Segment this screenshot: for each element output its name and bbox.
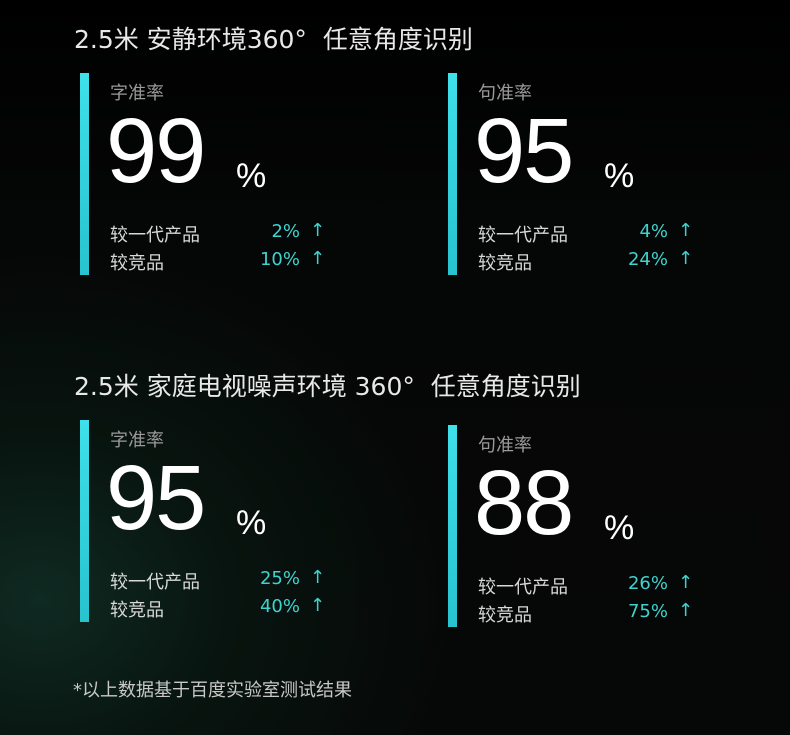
metric-label: 字准率 (110, 83, 164, 104)
comparison-value: 40% (259, 596, 300, 617)
metric-card: 句准率 95 % 较一代产品 4% ↑ 较竞品 24% ↑ (448, 73, 748, 275)
comparison-row: 较一代产品 4% ↑ (478, 220, 693, 247)
metric-value: 88 (474, 452, 574, 554)
comparison-label: 较竞品 (478, 253, 532, 274)
comparison-label: 较一代产品 (478, 577, 568, 598)
arrow-up-icon: ↑ (678, 572, 694, 593)
comparison-value: 4% (639, 221, 668, 242)
metric-unit: % (236, 157, 267, 195)
metric-value: 95 (106, 447, 206, 549)
accent-bar (80, 73, 89, 275)
metric-card: 字准率 99 % 较一代产品 2% ↑ 较竞品 10% ↑ (80, 73, 380, 275)
metric-card: 字准率 95 % 较一代产品 25% ↑ 较竞品 40% ↑ (80, 420, 380, 622)
comparison-label: 较一代产品 (110, 572, 200, 593)
comparison-value: 2% (271, 221, 300, 242)
comparison-label: 较一代产品 (110, 225, 200, 246)
comparison-row: 较一代产品 26% ↑ (478, 572, 693, 599)
comparison-value: 25% (259, 568, 300, 589)
comparison-row: 较竞品 40% ↑ (110, 595, 325, 622)
metric-label: 句准率 (478, 83, 532, 104)
metric-value: 99 (106, 100, 206, 202)
arrow-up-icon: ↑ (310, 220, 326, 241)
arrow-up-icon: ↑ (310, 595, 326, 616)
arrow-up-icon: ↑ (678, 248, 694, 269)
comparison-row: 较竞品 10% ↑ (110, 248, 325, 275)
section-title-quiet: 2.5米 安静环境360° 任意角度识别 (74, 25, 473, 54)
metric-card: 句准率 88 % 较一代产品 26% ↑ 较竞品 75% ↑ (448, 425, 748, 627)
metric-unit: % (604, 157, 635, 195)
comparison-label: 较竞品 (110, 600, 164, 621)
metric-label: 字准率 (110, 430, 164, 451)
accent-bar (448, 425, 457, 627)
footnote: *以上数据基于百度实验室测试结果 (73, 680, 352, 701)
comparison-label: 较竞品 (110, 253, 164, 274)
accent-bar (448, 73, 457, 275)
arrow-up-icon: ↑ (310, 567, 326, 588)
comparison-row: 较一代产品 25% ↑ (110, 567, 325, 594)
comparison-row: 较一代产品 2% ↑ (110, 220, 325, 247)
accent-bar (80, 420, 89, 622)
section-title-tv-noise: 2.5米 家庭电视噪声环境 360° 任意角度识别 (74, 372, 581, 401)
comparison-value: 26% (627, 573, 668, 594)
metric-unit: % (604, 509, 635, 547)
arrow-up-icon: ↑ (310, 248, 326, 269)
comparison-value: 75% (627, 601, 668, 622)
metric-unit: % (236, 504, 267, 542)
comparison-label: 较竞品 (478, 605, 532, 626)
comparison-row: 较竞品 75% ↑ (478, 600, 693, 627)
arrow-up-icon: ↑ (678, 220, 694, 241)
comparison-value: 24% (627, 249, 668, 270)
comparison-row: 较竞品 24% ↑ (478, 248, 693, 275)
metric-value: 95 (474, 100, 574, 202)
metric-label: 句准率 (478, 435, 532, 456)
comparison-label: 较一代产品 (478, 225, 568, 246)
arrow-up-icon: ↑ (678, 600, 694, 621)
comparison-value: 10% (259, 249, 300, 270)
